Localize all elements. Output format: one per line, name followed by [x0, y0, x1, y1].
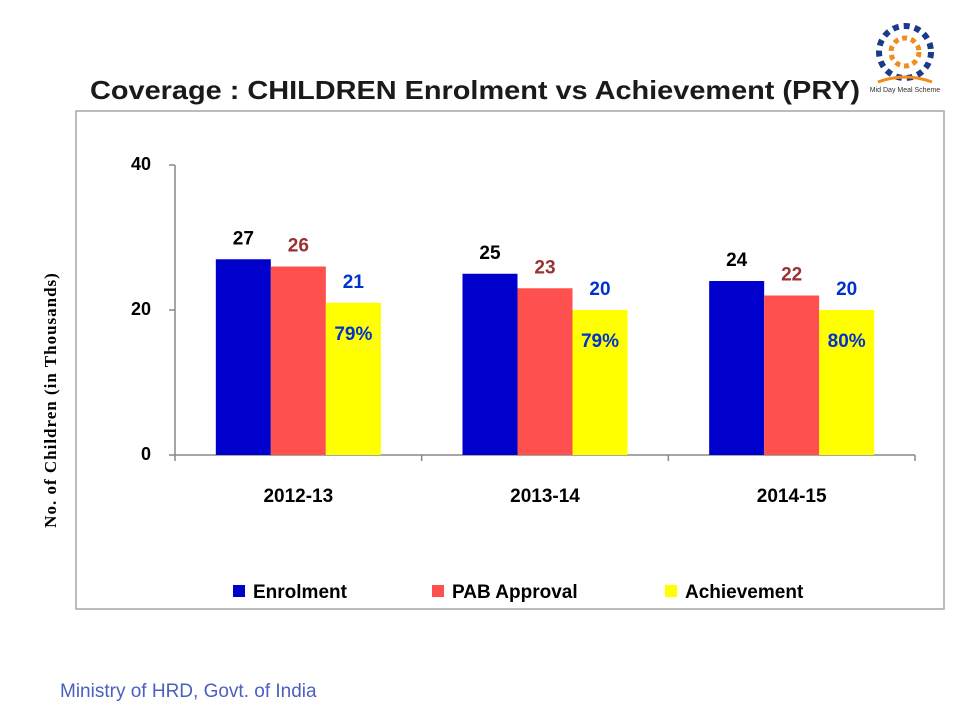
chart-title: Coverage : CHILDREN Enrolment vs Achieve… — [90, 75, 860, 105]
data-label: 27 — [233, 228, 254, 249]
x-tick-label: 2013-14 — [510, 486, 580, 507]
bar — [709, 281, 765, 455]
legend-label: Achievement — [685, 582, 804, 603]
legend-swatch — [665, 585, 677, 597]
percent-label: 80% — [828, 331, 866, 352]
logo-text: Mid Day Meal Scheme — [870, 87, 941, 94]
y-axis-label: No. of Children (in Thousands) — [41, 272, 60, 528]
y-tick-label: 40 — [131, 154, 151, 174]
legend-label: PAB Approval — [452, 582, 578, 603]
percent-label: 79% — [334, 324, 372, 345]
y-tick-label: 20 — [131, 299, 151, 319]
data-label: 24 — [726, 250, 748, 271]
legend-swatch — [233, 585, 245, 597]
logo-book — [877, 75, 933, 84]
legend-label: Enrolment — [253, 582, 348, 603]
logo-ring — [876, 23, 934, 81]
x-tick-label: 2012-13 — [263, 486, 333, 507]
x-tick-label: 2014-15 — [757, 486, 827, 507]
bar — [572, 310, 628, 455]
bar — [764, 295, 820, 455]
legend-swatch — [432, 585, 444, 597]
bar — [270, 266, 326, 455]
bar — [819, 310, 875, 455]
data-label: 26 — [288, 236, 309, 257]
bar — [215, 259, 271, 455]
bar — [462, 273, 518, 455]
percent-label: 79% — [581, 331, 619, 352]
logo: Mid Day Meal Scheme — [870, 23, 941, 94]
data-label: 20 — [836, 279, 857, 300]
y-tick-label: 0 — [141, 444, 151, 464]
logo-inner-ring — [888, 35, 922, 69]
bar — [517, 288, 573, 455]
data-label: 20 — [589, 279, 610, 300]
footer: Ministry of HRD, Govt. of India — [60, 681, 317, 702]
data-label: 22 — [781, 265, 802, 286]
data-label: 21 — [343, 272, 365, 293]
bar — [325, 302, 381, 455]
data-label: 25 — [479, 243, 501, 264]
data-label: 23 — [534, 257, 555, 278]
